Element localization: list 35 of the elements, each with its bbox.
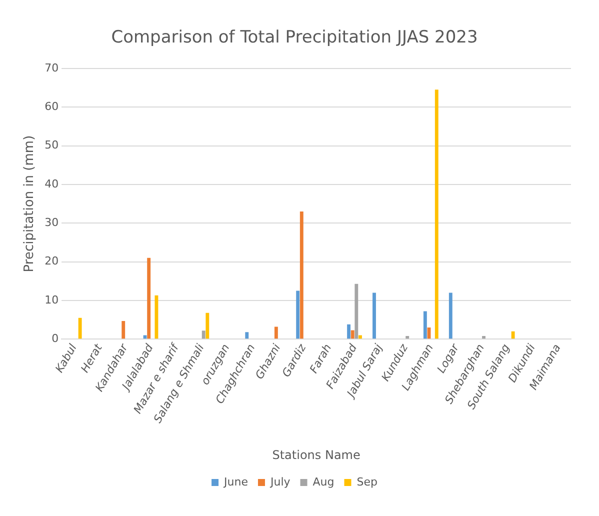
y-tick-label: 30 (44, 216, 59, 229)
y-tick-label: 20 (44, 254, 59, 268)
bar (300, 212, 304, 339)
bar (202, 330, 206, 339)
bar (434, 90, 438, 339)
x-axis-title: Stations Name (272, 448, 360, 462)
y-tick-label: 10 (44, 293, 59, 306)
bar (350, 330, 354, 339)
legend-label: Sep (356, 475, 378, 488)
bar (296, 290, 300, 339)
bar (482, 336, 486, 339)
legend-label: June (223, 475, 248, 488)
bar (245, 332, 249, 339)
bar (206, 312, 210, 339)
chart-title: Comparison of Total Precipitation JJAS 2023 (111, 28, 478, 48)
y-tick-label: 70 (44, 61, 59, 74)
bar (372, 292, 376, 339)
bar (147, 258, 151, 339)
bar (423, 311, 427, 339)
bar (347, 324, 350, 339)
bar (406, 336, 410, 339)
bar (122, 320, 126, 339)
bar (78, 318, 82, 339)
bar (511, 331, 515, 339)
bar (448, 292, 452, 339)
legend-label: July (269, 475, 291, 488)
y-axis-title: Precipitation in (mm) (22, 135, 38, 272)
bar (354, 284, 358, 339)
legend-label: Aug (312, 475, 334, 488)
y-tick-label: 50 (44, 138, 59, 152)
y-tick-label: 0 (52, 332, 59, 345)
bar (358, 335, 362, 339)
y-tick-label: 60 (44, 100, 59, 113)
bar (274, 326, 278, 339)
y-tick-label: 40 (44, 177, 59, 190)
